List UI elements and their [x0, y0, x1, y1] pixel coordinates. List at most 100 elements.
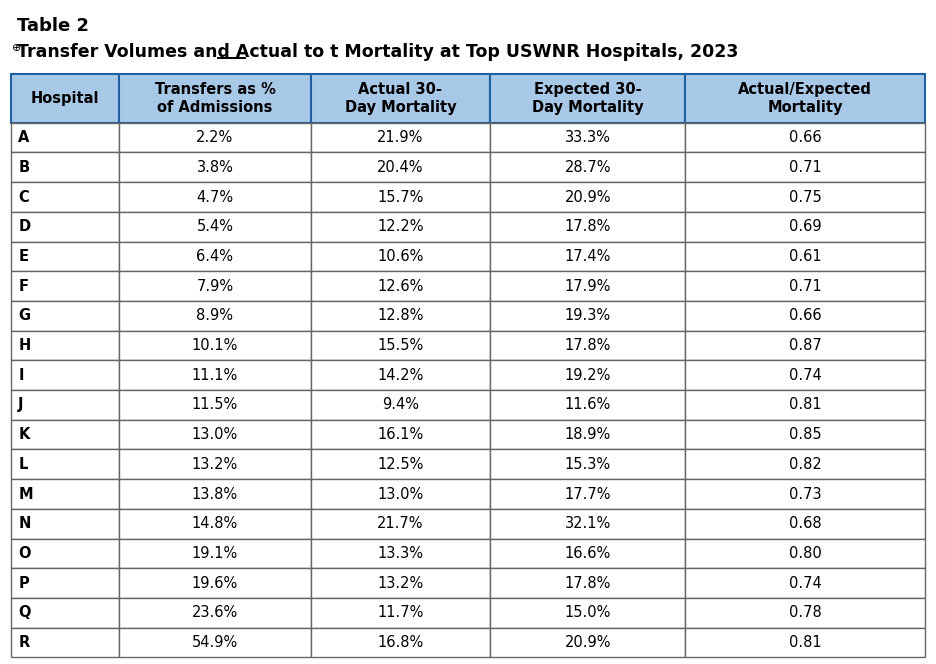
- Text: B: B: [18, 160, 29, 175]
- Text: 17.8%: 17.8%: [564, 338, 611, 353]
- Text: 20.4%: 20.4%: [377, 160, 424, 175]
- Bar: [685, 509, 925, 539]
- Bar: [311, 568, 490, 598]
- Bar: [119, 390, 311, 420]
- Bar: [311, 272, 490, 301]
- Text: 21.7%: 21.7%: [377, 516, 424, 531]
- Bar: [311, 450, 490, 479]
- Bar: [685, 272, 925, 301]
- Text: 28.7%: 28.7%: [564, 160, 611, 175]
- Bar: [11, 74, 119, 123]
- Text: 13.0%: 13.0%: [192, 427, 238, 442]
- Bar: [490, 627, 685, 657]
- Bar: [119, 123, 311, 153]
- Text: Expected 30-
Day Mortality: Expected 30- Day Mortality: [532, 82, 643, 115]
- Bar: [11, 598, 119, 627]
- Bar: [119, 627, 311, 657]
- Text: M: M: [18, 487, 33, 501]
- Bar: [311, 301, 490, 331]
- Bar: [490, 390, 685, 420]
- Text: 54.9%: 54.9%: [192, 635, 238, 650]
- Bar: [685, 598, 925, 627]
- Bar: [311, 361, 490, 390]
- Text: 20.9%: 20.9%: [564, 635, 611, 650]
- Text: 0.74: 0.74: [789, 368, 822, 382]
- Bar: [490, 479, 685, 509]
- Bar: [11, 212, 119, 242]
- Text: 33.3%: 33.3%: [564, 130, 610, 145]
- Bar: [119, 598, 311, 627]
- Text: Q: Q: [18, 606, 31, 620]
- Text: 0.85: 0.85: [789, 427, 822, 442]
- Bar: [490, 123, 685, 153]
- Text: K: K: [18, 427, 30, 442]
- Bar: [11, 272, 119, 301]
- Bar: [119, 212, 311, 242]
- Text: 0.82: 0.82: [789, 457, 822, 472]
- Bar: [311, 627, 490, 657]
- Text: 14.2%: 14.2%: [377, 368, 424, 382]
- Bar: [119, 301, 311, 331]
- Bar: [685, 568, 925, 598]
- Bar: [11, 153, 119, 182]
- Text: E: E: [18, 249, 28, 264]
- Text: 12.6%: 12.6%: [377, 279, 424, 293]
- Bar: [11, 361, 119, 390]
- Bar: [119, 74, 311, 123]
- Text: L: L: [18, 457, 27, 472]
- Text: 0.66: 0.66: [789, 130, 822, 145]
- Bar: [490, 301, 685, 331]
- Text: Actual/Expected
Mortality: Actual/Expected Mortality: [739, 82, 872, 115]
- Bar: [685, 301, 925, 331]
- Text: F: F: [18, 279, 28, 293]
- Bar: [119, 450, 311, 479]
- Bar: [490, 568, 685, 598]
- Text: 15.0%: 15.0%: [564, 606, 611, 620]
- Bar: [119, 479, 311, 509]
- Bar: [119, 361, 311, 390]
- Text: Hospital: Hospital: [31, 91, 99, 106]
- Text: 10.1%: 10.1%: [192, 338, 238, 353]
- Bar: [311, 420, 490, 450]
- Text: 0.71: 0.71: [789, 160, 822, 175]
- Bar: [490, 153, 685, 182]
- Text: 0.74: 0.74: [789, 576, 822, 590]
- Text: 0.73: 0.73: [789, 487, 822, 501]
- Text: 13.2%: 13.2%: [377, 576, 423, 590]
- Bar: [685, 153, 925, 182]
- Text: 21.9%: 21.9%: [377, 130, 424, 145]
- Bar: [685, 627, 925, 657]
- Text: 17.9%: 17.9%: [564, 279, 611, 293]
- Bar: [119, 568, 311, 598]
- Bar: [311, 123, 490, 153]
- Bar: [490, 509, 685, 539]
- Text: ⊕: ⊕: [12, 43, 22, 53]
- Bar: [311, 182, 490, 212]
- Text: 12.8%: 12.8%: [377, 308, 424, 323]
- Bar: [490, 450, 685, 479]
- Bar: [490, 74, 685, 123]
- Text: 0.87: 0.87: [789, 338, 822, 353]
- Text: 11.7%: 11.7%: [377, 606, 424, 620]
- Bar: [490, 212, 685, 242]
- Bar: [311, 153, 490, 182]
- Text: 19.6%: 19.6%: [192, 576, 238, 590]
- Bar: [311, 212, 490, 242]
- Text: 6.4%: 6.4%: [197, 249, 233, 264]
- Text: 8.9%: 8.9%: [197, 308, 233, 323]
- Bar: [685, 212, 925, 242]
- Text: 13.3%: 13.3%: [377, 546, 423, 561]
- Text: 16.6%: 16.6%: [564, 546, 611, 561]
- Bar: [311, 390, 490, 420]
- Bar: [311, 539, 490, 568]
- Bar: [119, 539, 311, 568]
- Bar: [11, 627, 119, 657]
- Text: 0.81: 0.81: [789, 635, 822, 650]
- Bar: [119, 331, 311, 361]
- Bar: [11, 539, 119, 568]
- Text: Transfer Volumes and Actual to t Mortality at Top USWNR Hospitals, 2023: Transfer Volumes and Actual to t Mortali…: [17, 43, 739, 61]
- Bar: [311, 74, 490, 123]
- Bar: [119, 272, 311, 301]
- Text: 15.3%: 15.3%: [564, 457, 610, 472]
- Bar: [490, 272, 685, 301]
